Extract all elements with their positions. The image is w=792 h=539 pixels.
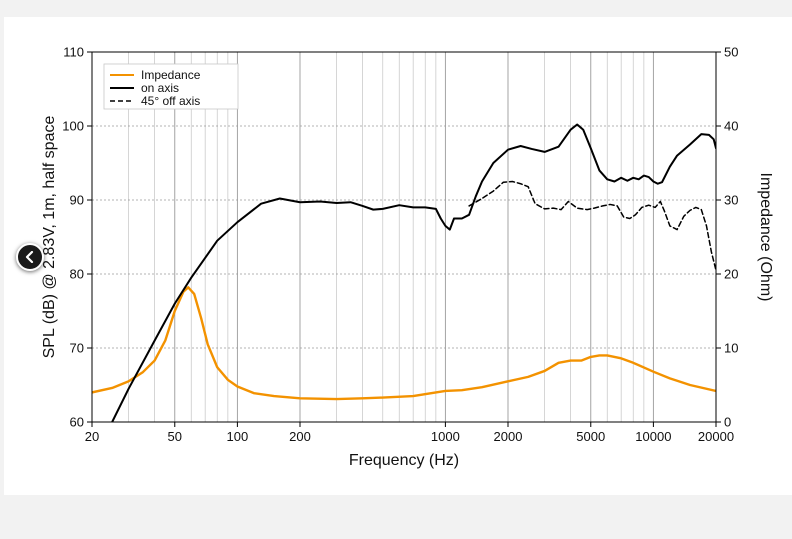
series-line-45-off-axis	[468, 180, 716, 272]
y-tick-label-left: 90	[70, 193, 84, 208]
chart: 20 50 100 200 1000 2000 5000 10000 2000060708090…	[41, 45, 774, 470]
legend-label-on-axis: on axis	[141, 81, 179, 95]
legend-item-45-off-axis: 45° off axis	[110, 94, 200, 108]
ticks: 20 50 100 200 1000 2000 5000 10000 2000060708090…	[62, 45, 738, 445]
y-tick-label-right: 30	[724, 193, 738, 208]
legend: Impedance on axis 45° off axis	[103, 63, 239, 110]
y-tick-label-left: 110	[63, 45, 84, 60]
back-button[interactable]	[16, 243, 44, 271]
y-tick-label-right: 40	[724, 119, 738, 134]
y-tick-label-left: 60	[70, 415, 84, 430]
y-tick-label-right: 50	[724, 45, 738, 60]
x-tick-label: 1000	[431, 429, 460, 444]
x-axis-title: Frequency (Hz)	[349, 452, 459, 469]
legend-label-impedance: Impedance	[141, 68, 201, 82]
series-group	[92, 123, 716, 422]
series-line-impedance	[92, 286, 716, 401]
y-tick-label-left: 80	[70, 267, 84, 282]
chevron-left-icon	[25, 251, 35, 263]
chart-frame: 20 50 100 200 1000 2000 5000 10000 20000 60 70 80 90…	[4, 17, 792, 495]
x-tick-label: 20000	[698, 429, 734, 444]
legend-item-impedance: Impedance	[110, 68, 201, 82]
x-tick-label: 200	[289, 429, 311, 444]
x-tick-label: 100	[227, 429, 249, 444]
y-axis-title-left: SPL (dB) @ 2.83V, 1m, half space	[41, 116, 58, 359]
legend-label-45-off-axis: 45° off axis	[141, 94, 200, 108]
x-tick-label: 10000	[635, 429, 671, 444]
x-tick-label: 50	[168, 429, 182, 444]
y-axis-title-right: Impedance (Ohm)	[757, 173, 774, 302]
x-tick-label: 20	[85, 429, 99, 444]
legend-item-on-axis: on axis	[110, 81, 179, 95]
x-tick-label: 2000	[494, 429, 523, 444]
y-tick-label-left: 100	[62, 119, 84, 134]
y-tick-label-right: 0	[724, 415, 731, 430]
grid	[92, 52, 716, 422]
y-tick-label-right: 20	[724, 267, 738, 282]
plot-border	[91, 51, 717, 423]
y-tick-label-right: 10	[724, 341, 738, 356]
x-tick-label: 5000	[576, 429, 605, 444]
y-tick-label-left: 70	[70, 341, 84, 356]
series-line-on-axis	[111, 123, 716, 422]
